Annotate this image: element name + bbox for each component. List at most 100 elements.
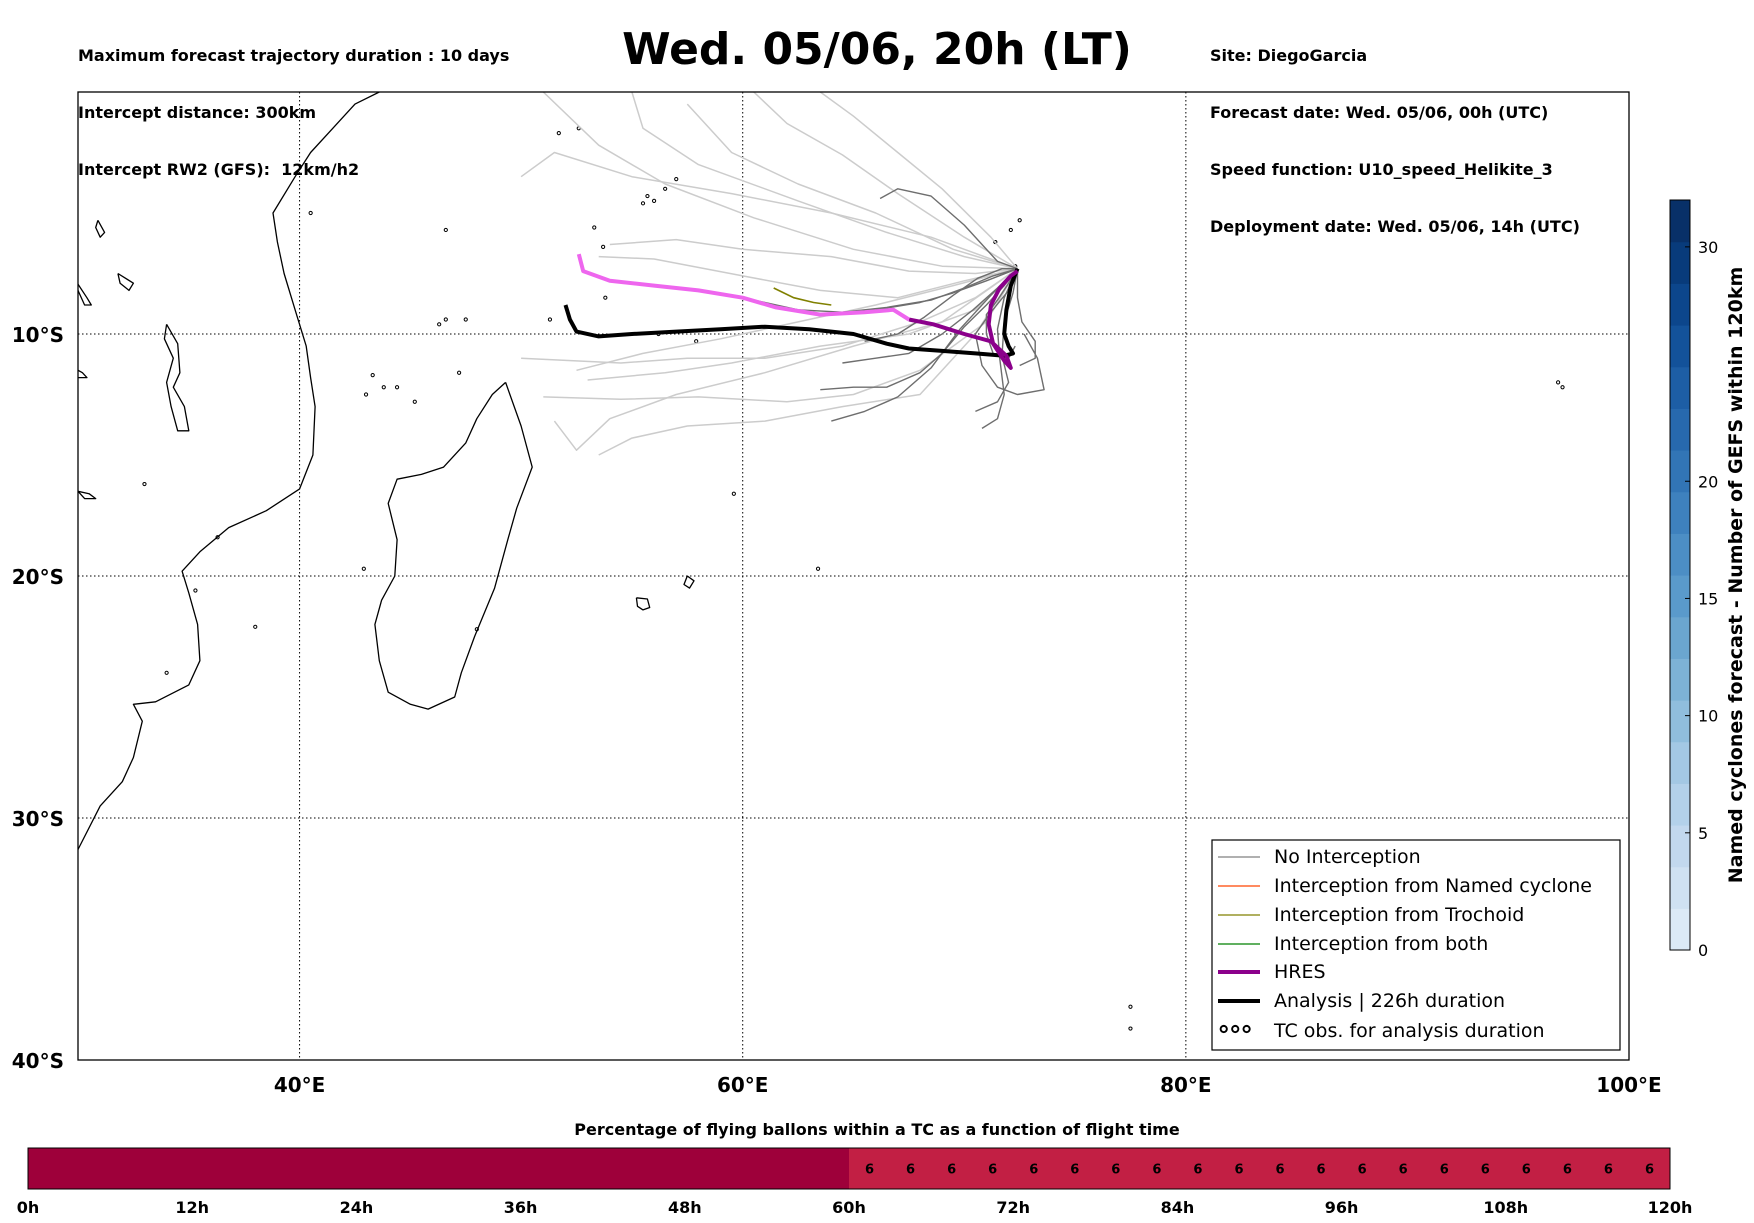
colorbar-tick-label: 5 [1698,824,1708,843]
legend-label: Analysis | 226h duration [1274,990,1505,1012]
island [640,201,646,206]
flight-time-bar-frame [27,1147,1671,1190]
colorbar-cell [1670,658,1690,701]
ensemble-track-light [521,268,1018,364]
flight-time-cell-label: 6 [906,1163,915,1178]
island [308,210,313,216]
island [1128,1026,1133,1031]
island [601,244,606,249]
colorbar-cell [1670,325,1690,368]
flight-time-bar-title: Percentage of flying ballons within a TC… [574,1120,1180,1139]
ensemble-track-light [520,151,1018,270]
ensemble-track-light [686,103,1018,270]
flight-time-cell-label: 6 [1029,1163,1038,1178]
coastline-reunion [635,597,651,611]
header-right-info: Site: DiegoGarcia Forecast date: Wed. 05… [1210,8,1580,255]
colorbar-cell [1670,491,1690,534]
header-left-line: Intercept distance: 300km [78,103,317,122]
tc-obs-icon: ⸰⸰⸰ [1218,1017,1252,1041]
flight-time-cell-label: 6 [1234,1163,1243,1178]
colorbar-cell [1670,366,1690,409]
coastline-lake-bangweulu [78,369,88,379]
legend-label: No Interception [1274,846,1421,868]
island [556,131,561,136]
island [253,624,258,629]
island [1560,385,1565,390]
ensemble-track-no-interception [974,268,1045,396]
coastlines [78,92,1565,1031]
lon-tick-label: 80°E [1160,1073,1212,1097]
island [645,193,650,199]
ensemble-track-no-interception [1016,268,1036,367]
flight-time-cell-label: 6 [1317,1163,1326,1178]
colorbar-tick-label: 0 [1698,941,1708,960]
flight-time-tick-label: 84h [1161,1198,1195,1217]
ensemble-track-light [631,92,1018,270]
colorbar-cell [1670,450,1690,493]
lat-tick-label: 10°S [12,323,64,347]
ensemble-track-no-interception [879,188,1018,270]
flight-time-cell-label: 6 [1070,1163,1079,1178]
colorbar-cell [1670,200,1690,243]
colorbar-cells [1670,200,1690,951]
coastline-lake-rukwa [117,272,135,292]
colorbar-cell [1670,825,1690,868]
colorbar-cell [1670,783,1690,826]
flight-time-cell-label: 6 [1481,1163,1490,1178]
hres-track-late [908,269,1019,370]
map-tick-labels: 40°E 60°E 80°E 100°E 10°S 20°S 30°S 40°S [12,323,1662,1097]
colorbar: 0 5 10 15 20 30 Named cyclones forecast - Num… [1669,199,1747,960]
lat-tick-label: 20°S [12,565,64,589]
flight-time-cell-label: 6 [1399,1163,1408,1178]
lon-tick-label: 40°E [274,1073,326,1097]
ensemble-track-light [542,92,1018,270]
island [142,481,147,487]
flight-time-tick-label: 12h [175,1198,209,1217]
flight-time-tick-label: 36h [504,1198,538,1217]
island [1017,218,1022,223]
island [443,227,448,233]
flight-time-tick-label: 48h [668,1198,702,1217]
island [361,566,366,571]
page-title: Wed. 05/06, 20h (LT) [622,24,1132,75]
colorbar-tick-label: 20 [1698,472,1718,491]
trochoid-interception-track [773,287,832,306]
flight-time-cell-label: 6 [1111,1163,1120,1178]
island [1128,1004,1133,1009]
header-right-line: Site: DiegoGarcia [1210,46,1368,65]
flight-time-cell-label: 6 [1522,1163,1531,1178]
trajectories [520,92,1045,456]
legend-label: Interception from Trochoid [1274,904,1524,926]
flight-time-cell-label: 6 [1152,1163,1161,1178]
ensemble-track-light [609,238,1018,275]
colorbar-cell [1670,700,1690,743]
flight-time-bar-cells: 6 6 6 6 6 6 6 6 6 6 6 6 6 6 6 6 6 6 6 6 [28,1148,1670,1189]
ensemble-track-no-interception [981,268,1019,429]
header-right-line: Deployment date: Wed. 05/06, 14h (UTC) [1210,217,1580,236]
coastline-lake-malawi [163,323,190,432]
legend: No Interception Interception from Named … [1211,839,1621,1051]
colorbar-label: Named cyclones forecast - Number of GEFS… [1725,267,1747,884]
island [370,373,375,378]
island [412,399,417,404]
legend-label: Interception from both [1274,933,1488,955]
colorbar-cell [1670,575,1690,618]
hres-track-early [576,253,910,322]
island [694,339,699,344]
island [547,317,553,322]
colorbar-tick-label: 15 [1698,589,1718,608]
analysis-track [563,267,1020,358]
ensemble-track-light [598,255,1018,299]
colorbar-tick-label: 30 [1698,238,1718,257]
island [457,370,462,375]
header-left-info: Maximum forecast trajectory duration : 1… [78,8,509,198]
header-left-line: Intercept RW2 (GFS): 12km/h2 [78,160,360,179]
coastline-madagascar [374,381,533,710]
island [394,385,400,390]
colorbar-ticks: 0 5 10 15 20 30 [1685,238,1718,960]
colorbar-cell [1670,241,1690,284]
coastline-lake-kariba [78,490,97,500]
flight-time-bar: Percentage of flying ballons within a TC… [17,1120,1693,1217]
header-right-line: Speed function: U10_speed_Helikite_3 [1210,160,1553,179]
